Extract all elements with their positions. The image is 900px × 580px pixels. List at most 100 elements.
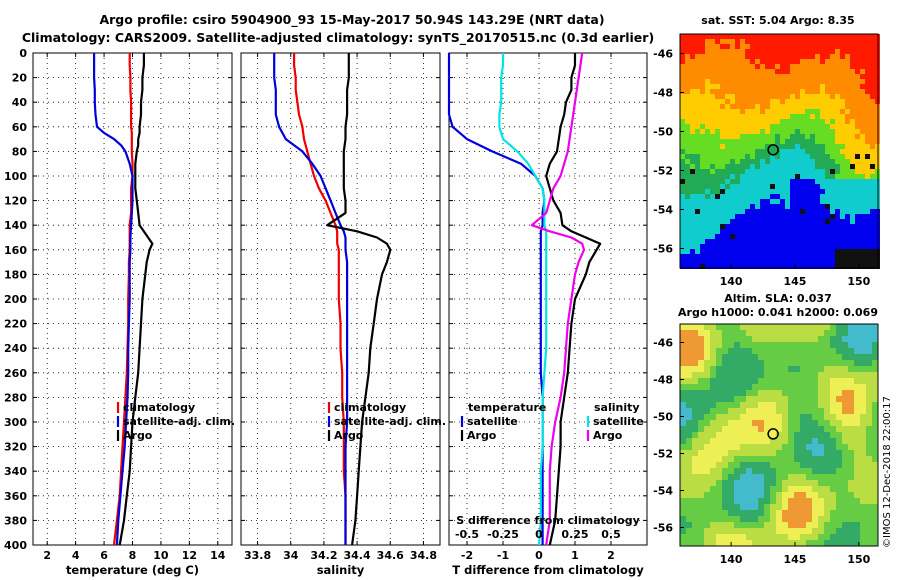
sst-cell xyxy=(845,234,850,239)
sst-cell xyxy=(735,44,740,49)
sst-cell xyxy=(720,54,725,59)
sla-cell xyxy=(734,486,740,492)
sla-cell xyxy=(758,390,764,396)
sst-cell xyxy=(725,44,730,49)
sst-cell xyxy=(725,104,730,109)
sst-cell xyxy=(715,129,720,134)
sst-cell xyxy=(785,229,790,234)
sst-cell xyxy=(825,134,830,139)
sla-cell xyxy=(866,408,872,414)
sla-cell xyxy=(692,522,698,528)
depth-tick-label: 380 xyxy=(4,514,27,527)
sst-cell xyxy=(745,204,750,209)
sst-cell xyxy=(710,239,715,244)
sst-cell xyxy=(870,264,875,269)
sst-cell xyxy=(865,244,870,249)
sla-cell xyxy=(728,516,734,522)
sst-cell xyxy=(795,239,800,244)
sst-cell xyxy=(790,34,795,39)
sst-cell xyxy=(795,159,800,164)
sst-cell xyxy=(765,149,770,154)
sst-cell xyxy=(695,119,700,124)
sst-cell xyxy=(720,79,725,84)
sst-cell xyxy=(830,219,835,224)
sst-cell xyxy=(825,169,830,174)
sst-cell xyxy=(850,64,855,69)
sla-cell xyxy=(704,414,710,420)
sla-cell xyxy=(854,468,860,474)
sla-cell xyxy=(710,330,716,336)
sla-cell xyxy=(872,390,878,396)
sst-cell xyxy=(730,249,735,254)
sst-cell xyxy=(835,54,840,59)
sla-cell xyxy=(860,426,866,432)
sla-cell xyxy=(698,528,704,534)
sla-cell xyxy=(794,456,800,462)
sla-cell xyxy=(698,486,704,492)
sla-cell xyxy=(710,426,716,432)
sst-cell xyxy=(815,194,820,199)
sst-cell xyxy=(845,249,850,254)
sst-cell xyxy=(720,124,725,129)
sst-cell xyxy=(850,229,855,234)
sla-cell xyxy=(728,420,734,426)
sst-cell xyxy=(690,249,695,254)
sst-cell xyxy=(810,34,815,39)
sla-cell xyxy=(848,456,854,462)
sst-cell xyxy=(810,209,815,214)
sst-cell xyxy=(750,239,755,244)
sla-cell xyxy=(758,324,764,330)
sla-cell xyxy=(728,438,734,444)
sst-cell xyxy=(835,134,840,139)
sst-cell xyxy=(855,189,860,194)
sla-cell xyxy=(848,534,854,540)
sla-cell xyxy=(836,486,842,492)
sst-cell xyxy=(795,104,800,109)
sst-cell xyxy=(845,254,850,259)
sst-cell xyxy=(765,54,770,59)
sst-cell xyxy=(725,69,730,74)
sst-cell xyxy=(720,204,725,209)
sla-cell xyxy=(692,384,698,390)
sst-cell xyxy=(745,89,750,94)
s-diff-tick-label: 0.25 xyxy=(561,528,588,541)
sst-cell xyxy=(850,194,855,199)
sst-cell xyxy=(810,169,815,174)
sla-cell xyxy=(836,378,842,384)
sst-cell xyxy=(865,89,870,94)
sla-cell xyxy=(728,330,734,336)
sla-cell xyxy=(818,450,824,456)
sst-cell xyxy=(845,239,850,244)
sst-cell xyxy=(860,219,865,224)
sla-cell xyxy=(734,414,740,420)
sla-cell xyxy=(800,498,806,504)
sla-cell xyxy=(746,474,752,480)
sst-cell xyxy=(760,204,765,209)
sst-cell xyxy=(800,249,805,254)
sst-cell xyxy=(705,34,710,39)
x-tick-label: 4 xyxy=(72,549,80,562)
sst-cell xyxy=(865,154,870,159)
sla-cell xyxy=(788,504,794,510)
sla-cell xyxy=(782,354,788,360)
sst-cell xyxy=(740,149,745,154)
sla-cell xyxy=(854,402,860,408)
sla-cell xyxy=(680,360,686,366)
sst-cell xyxy=(845,159,850,164)
sla-cell xyxy=(758,534,764,540)
sst-cell xyxy=(720,139,725,144)
sla-cell xyxy=(698,504,704,510)
sst-cell xyxy=(870,39,875,44)
sla-cell xyxy=(710,498,716,504)
sst-cell xyxy=(865,194,870,199)
sla-cell xyxy=(830,498,836,504)
sst-cell xyxy=(725,239,730,244)
sst-cell xyxy=(700,104,705,109)
s-diff-tick-label: 0.5 xyxy=(601,528,621,541)
sst-cell xyxy=(715,59,720,64)
sla-cell xyxy=(806,486,812,492)
sla-cell xyxy=(752,420,758,426)
sla-cell xyxy=(836,366,842,372)
sla-cell xyxy=(848,414,854,420)
sst-cell xyxy=(730,204,735,209)
